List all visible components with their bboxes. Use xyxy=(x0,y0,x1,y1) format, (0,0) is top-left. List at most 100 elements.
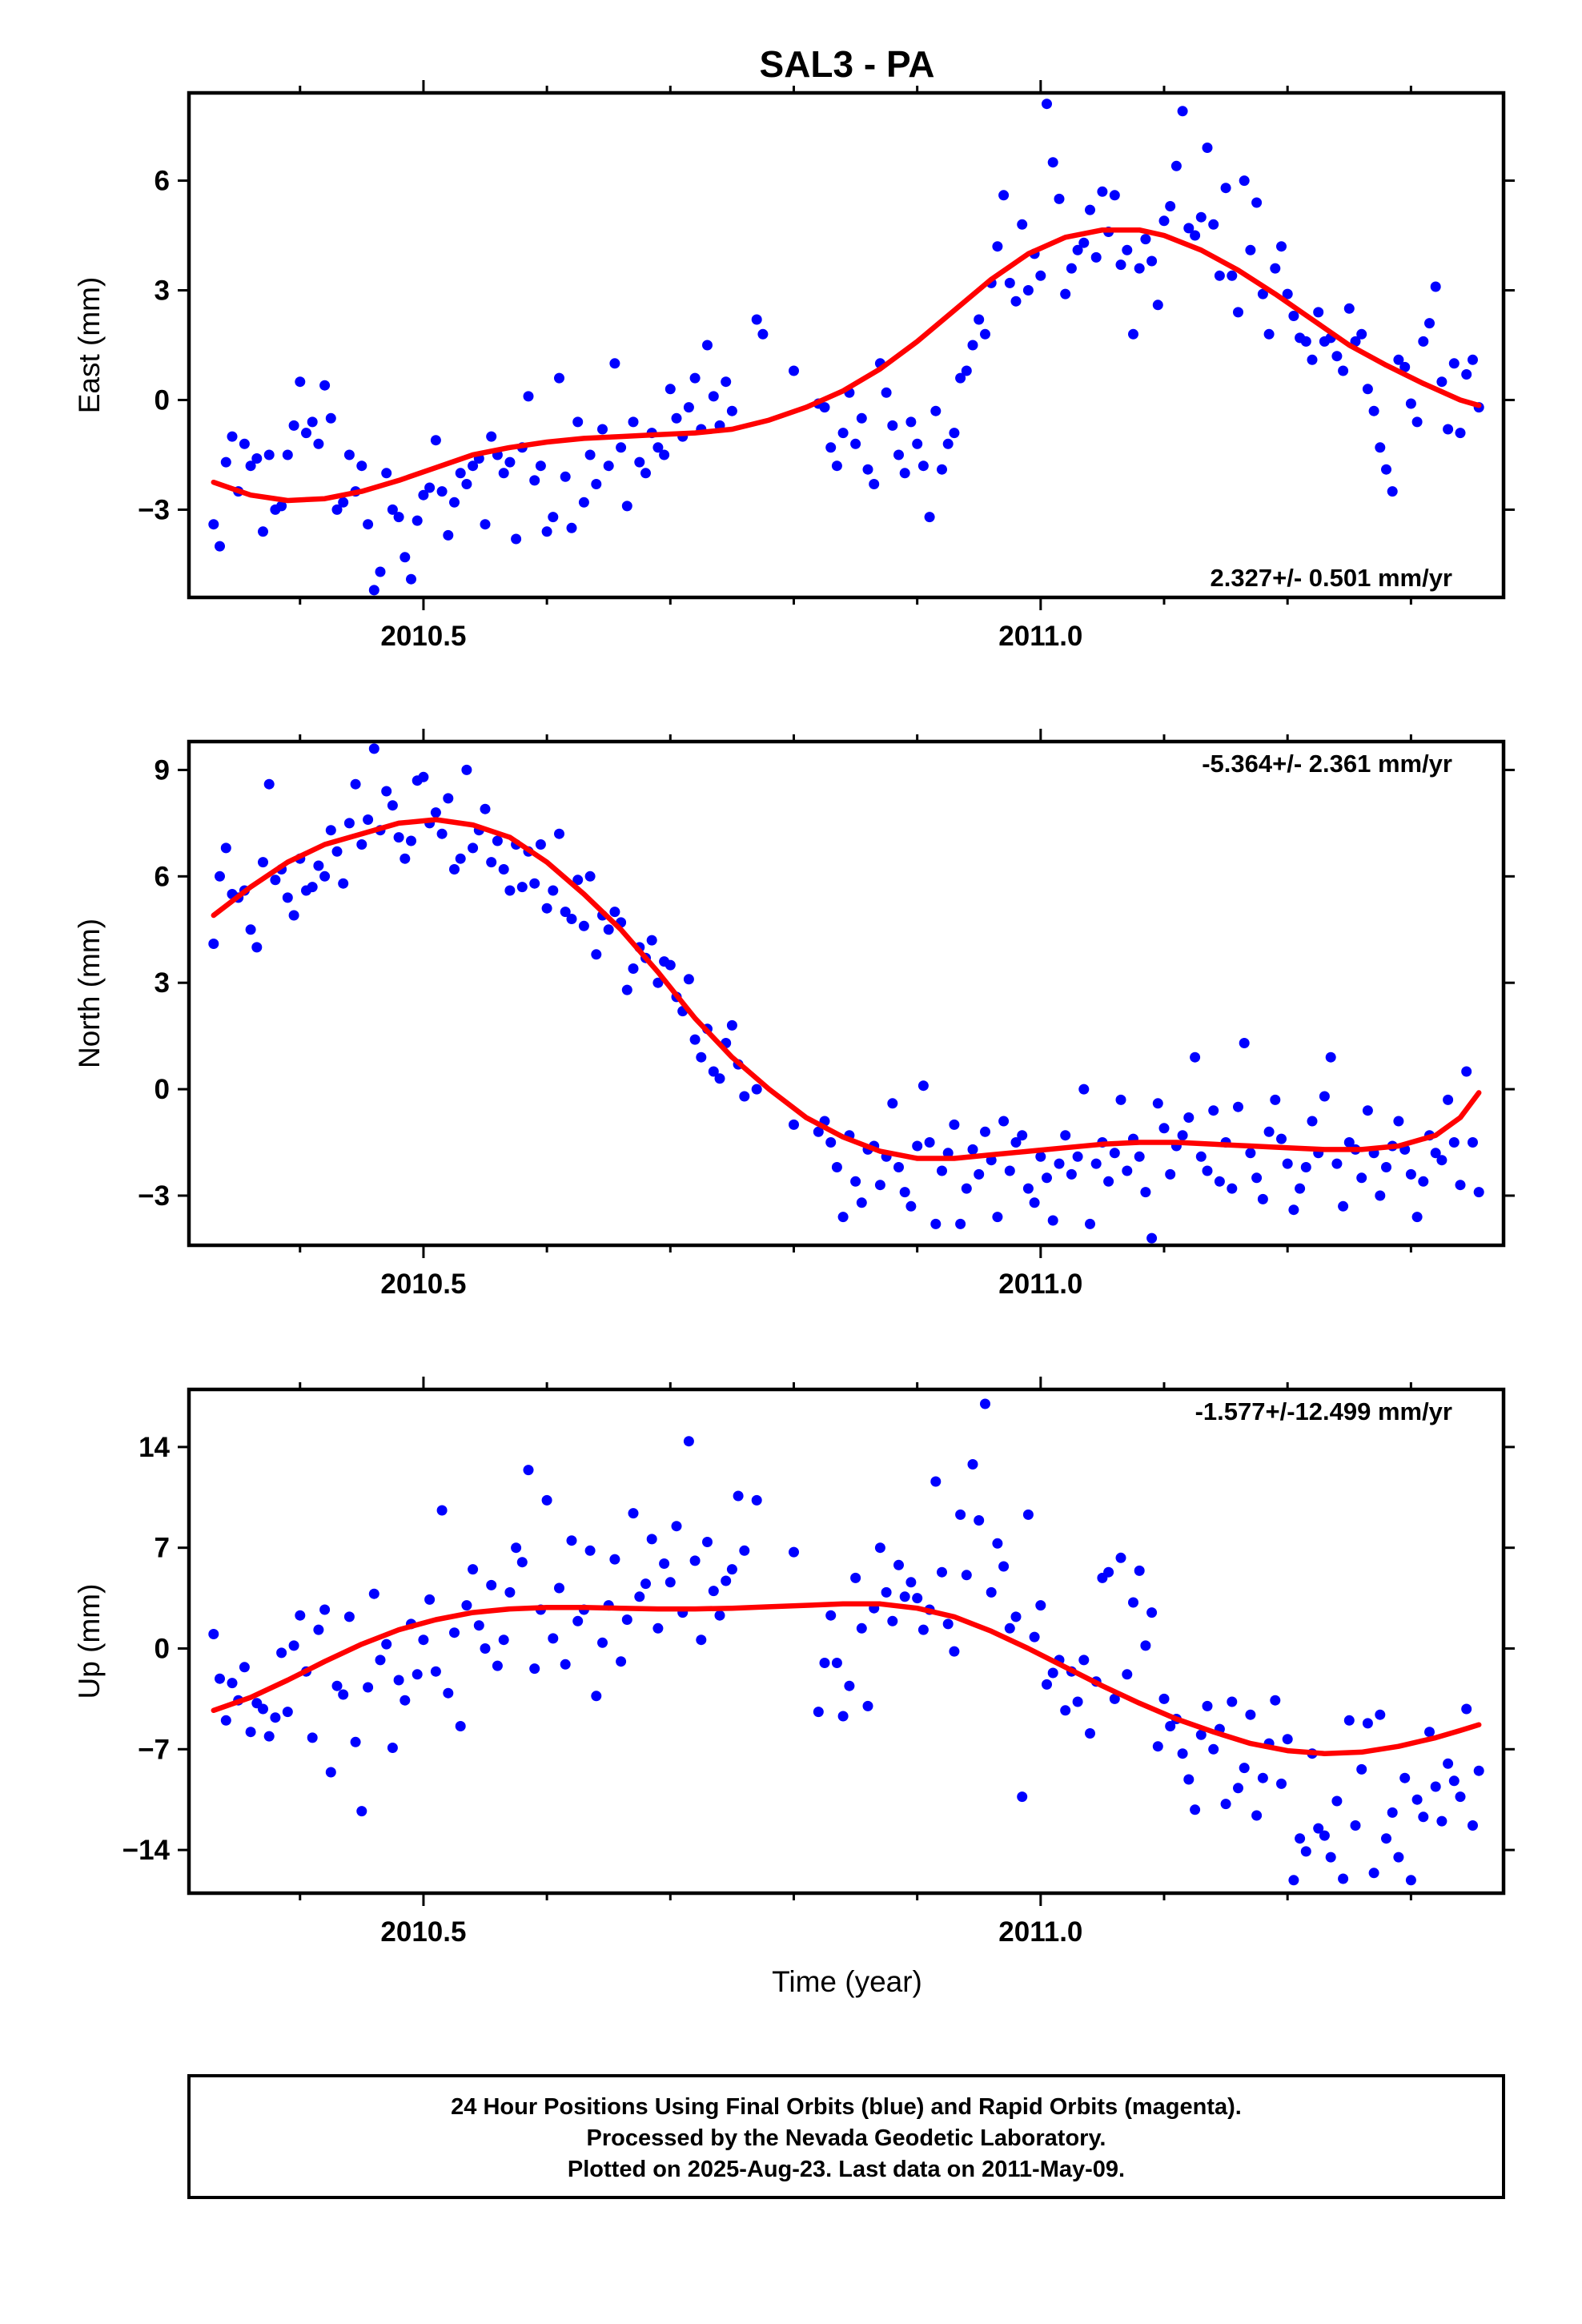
data-point xyxy=(554,1582,564,1594)
data-point xyxy=(486,431,497,442)
data-point xyxy=(942,438,954,449)
data-point xyxy=(726,405,737,416)
data-point xyxy=(1436,376,1447,388)
data-point xyxy=(449,864,460,875)
data-point xyxy=(449,1627,460,1638)
data-point xyxy=(1270,263,1281,274)
data-point xyxy=(1331,1158,1343,1169)
data-point xyxy=(1195,1151,1207,1162)
data-point xyxy=(375,566,386,577)
data-point xyxy=(498,468,509,479)
data-point xyxy=(295,1610,306,1621)
data-point xyxy=(850,438,861,449)
data-point xyxy=(955,1218,966,1229)
data-point xyxy=(751,1494,762,1506)
data-point xyxy=(1424,1727,1435,1738)
data-point xyxy=(208,519,219,530)
data-point xyxy=(363,1682,374,1693)
data-point xyxy=(893,1559,904,1570)
data-point xyxy=(825,1137,837,1148)
data-point xyxy=(980,1398,990,1409)
data-point xyxy=(874,1180,885,1191)
data-point xyxy=(942,1148,954,1159)
data-point xyxy=(1387,486,1398,497)
data-point xyxy=(967,1144,978,1155)
data-point xyxy=(813,1126,824,1137)
data-point xyxy=(443,793,454,804)
data-point xyxy=(406,573,416,585)
data-point xyxy=(331,1680,343,1691)
data-point xyxy=(1233,1101,1243,1112)
data-point xyxy=(708,1066,719,1077)
data-point xyxy=(430,1666,441,1677)
data-point xyxy=(548,512,559,523)
data-point xyxy=(1035,1151,1046,1162)
data-point xyxy=(937,464,947,475)
data-point xyxy=(683,974,694,985)
data-point xyxy=(215,870,225,882)
data-point xyxy=(430,435,441,446)
data-point xyxy=(220,456,231,468)
data-point xyxy=(1282,1158,1293,1169)
data-point xyxy=(1325,1051,1336,1063)
data-point xyxy=(1004,1622,1015,1634)
data-point xyxy=(1146,1232,1158,1244)
data-point xyxy=(1042,1679,1052,1690)
data-point xyxy=(468,842,479,854)
data-point xyxy=(702,1537,713,1547)
data-point xyxy=(1146,1607,1158,1618)
data-point xyxy=(1461,369,1472,380)
data-point xyxy=(683,1436,694,1447)
data-point xyxy=(714,1073,725,1084)
data-point xyxy=(1448,1775,1460,1787)
data-point xyxy=(1022,1509,1034,1520)
data-point xyxy=(1195,211,1207,223)
data-point xyxy=(1381,464,1391,475)
data-point xyxy=(381,1638,392,1650)
data-point xyxy=(1022,285,1034,296)
data-point xyxy=(1066,263,1077,274)
data-point xyxy=(862,464,873,475)
data-point xyxy=(516,882,528,893)
data-point xyxy=(628,963,639,974)
data-point xyxy=(215,541,225,552)
data-point xyxy=(616,1656,627,1667)
data-point xyxy=(1362,1105,1373,1116)
data-point xyxy=(1054,193,1065,204)
data-point xyxy=(917,1080,929,1092)
data-point xyxy=(1103,1176,1114,1187)
data-point xyxy=(1042,1172,1052,1184)
data-point xyxy=(1282,288,1293,300)
data-point xyxy=(1042,99,1052,110)
data-point xyxy=(1183,1774,1195,1785)
data-point xyxy=(208,1629,219,1639)
data-point xyxy=(1343,1715,1355,1726)
data-point xyxy=(874,1542,885,1554)
data-point xyxy=(1300,336,1311,347)
data-point xyxy=(436,1505,448,1516)
data-point xyxy=(1239,1038,1250,1048)
data-point xyxy=(1251,1172,1263,1184)
data-point xyxy=(258,857,268,868)
data-point xyxy=(1072,1151,1083,1162)
data-point xyxy=(942,1618,954,1630)
data-point xyxy=(1202,1165,1213,1176)
data-point xyxy=(461,764,472,775)
data-point xyxy=(560,471,571,482)
data-point xyxy=(400,552,411,563)
data-point xyxy=(640,468,651,479)
data-point xyxy=(1085,1218,1095,1229)
data-point xyxy=(652,1622,664,1634)
data-point xyxy=(1411,1794,1423,1805)
data-point xyxy=(825,1610,837,1621)
data-point xyxy=(313,1624,324,1635)
data-point xyxy=(1424,318,1435,329)
data-point xyxy=(1233,307,1243,318)
data-point xyxy=(1436,1815,1447,1827)
data-point xyxy=(1134,263,1145,274)
data-point xyxy=(578,497,589,508)
data-point xyxy=(856,1197,867,1208)
data-point xyxy=(208,939,219,949)
data-point xyxy=(1343,303,1355,314)
data-point xyxy=(1430,1148,1441,1159)
